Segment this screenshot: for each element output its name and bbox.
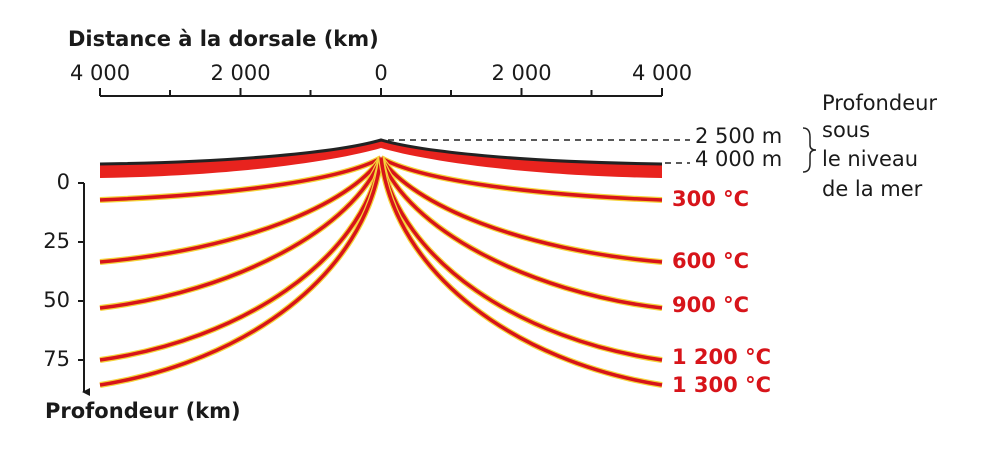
caption-line: de la mer xyxy=(822,177,923,201)
isotherm xyxy=(99,157,383,387)
depth-label: 4 000 m xyxy=(695,147,782,171)
isotherm-label: 1 300 °C xyxy=(672,373,771,397)
isotherm-label: 1 200 °C xyxy=(672,345,771,369)
y-axis-label: Profondeur (km) xyxy=(45,399,241,423)
crust-band xyxy=(100,140,662,178)
isotherm-curves xyxy=(99,155,663,388)
isotherm xyxy=(379,157,663,387)
isotherm xyxy=(379,157,663,362)
title: Distance à la dorsale (km) xyxy=(68,27,379,51)
x-tick-label: 4 000 xyxy=(632,61,692,85)
isotherm xyxy=(99,157,383,264)
isotherm-label: 900 °C xyxy=(672,293,749,317)
x-axis: 4 000 2 000 0 2 000 4 000 xyxy=(70,61,692,97)
x-tick-label: 0 xyxy=(374,61,387,85)
depth-label: 2 500 m xyxy=(695,124,782,148)
caption-line: Profondeur xyxy=(822,91,937,115)
isotherm-label: 600 °C xyxy=(672,249,749,273)
isotherm-glow xyxy=(378,156,663,311)
caption-line: sous xyxy=(822,118,870,142)
isotherm xyxy=(380,156,663,202)
isotherm-label: 300 °C xyxy=(672,187,749,211)
x-tick-label: 2 000 xyxy=(210,61,270,85)
isotherm xyxy=(379,157,663,264)
x-tick-label: 4 000 xyxy=(70,61,130,85)
y-tick-label: 0 xyxy=(57,170,70,194)
isotherm xyxy=(379,157,663,310)
seafloor xyxy=(99,138,663,166)
isotherm xyxy=(99,157,383,362)
caption-line: le niveau xyxy=(822,147,918,171)
isotherm-glow xyxy=(99,156,384,311)
isotherm xyxy=(99,156,382,202)
x-tick-label: 2 000 xyxy=(491,61,551,85)
y-tick-label: 75 xyxy=(43,347,70,371)
y-tick-label: 25 xyxy=(43,229,70,253)
brace xyxy=(802,127,817,173)
isotherm xyxy=(99,157,383,310)
y-tick-label: 50 xyxy=(43,288,70,312)
